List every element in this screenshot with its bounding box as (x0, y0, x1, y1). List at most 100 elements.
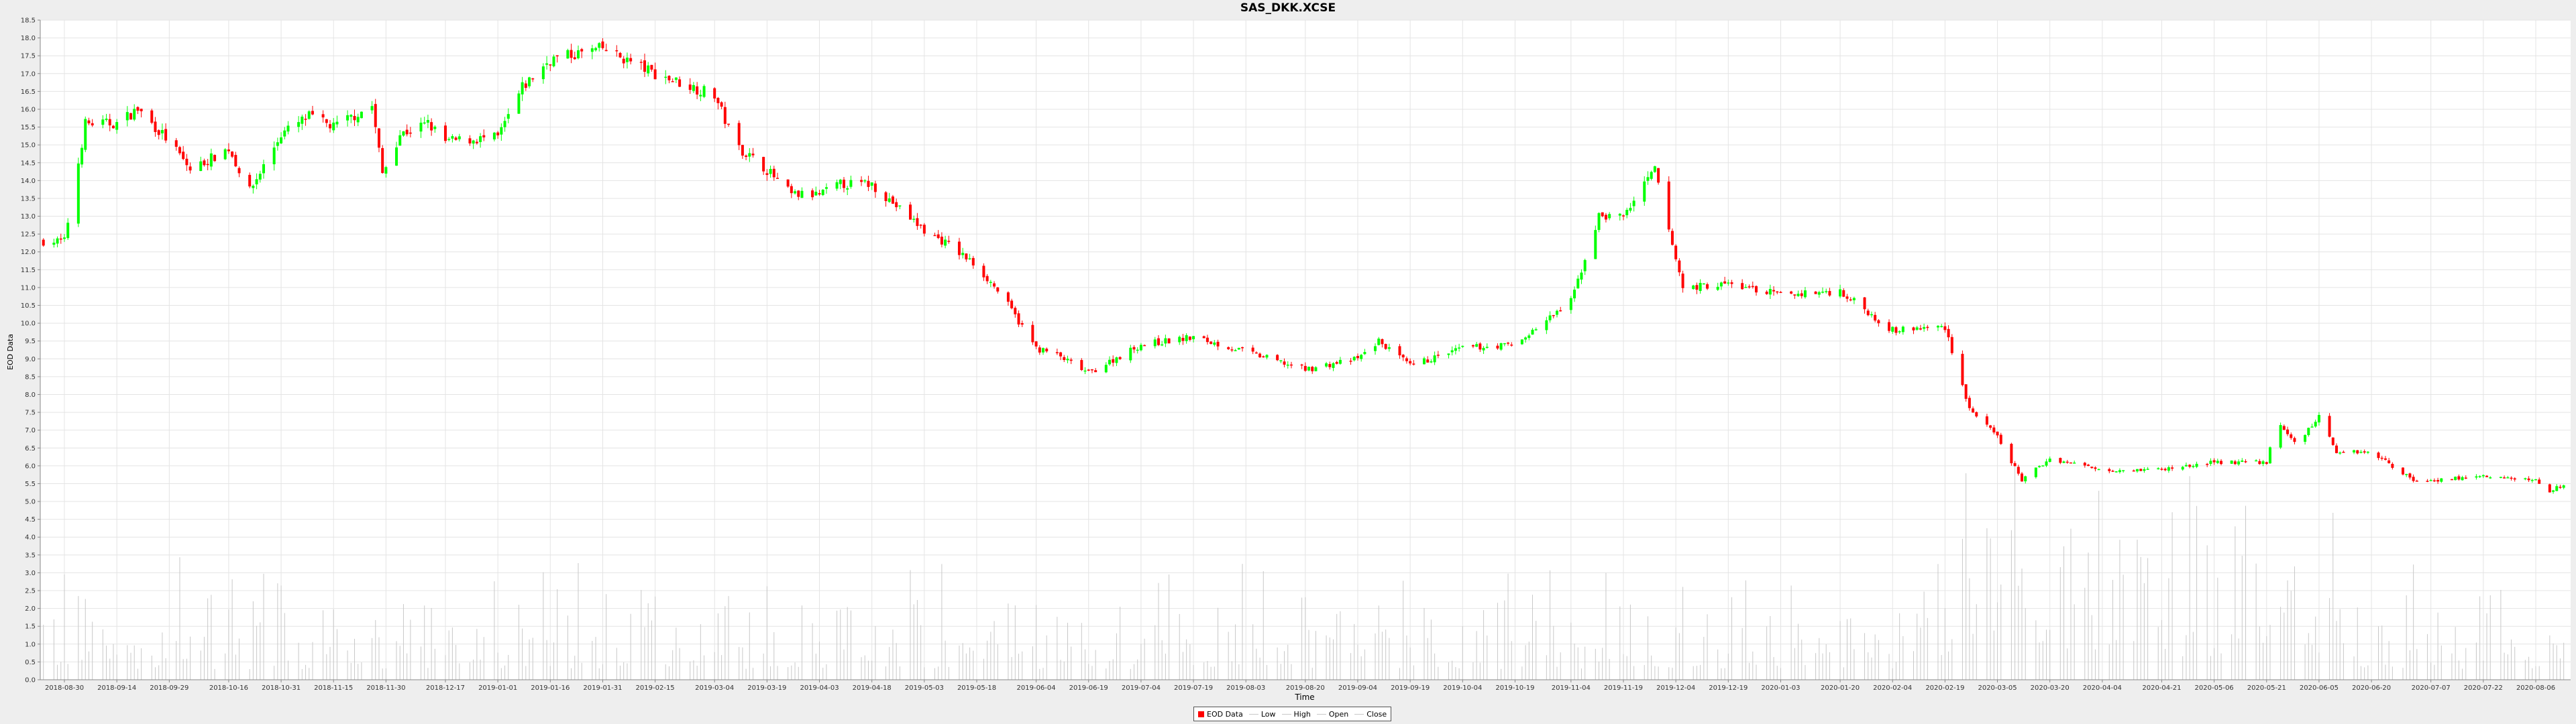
candle (252, 184, 255, 194)
candle (1230, 347, 1234, 353)
x-tick-label: 2020-03-05 (1978, 684, 2017, 692)
x-tick-label: 2020-05-06 (2195, 684, 2234, 692)
candle (1083, 367, 1087, 375)
candle (1377, 337, 1381, 346)
candle (1381, 338, 1384, 348)
candle-body (426, 120, 429, 123)
legend-swatch (1248, 713, 1258, 715)
candle-body (2380, 457, 2383, 459)
candle-body (2013, 463, 2017, 467)
candle-body (2342, 451, 2345, 453)
candle (1852, 296, 1856, 304)
candle (1181, 334, 1185, 345)
candle-body (549, 64, 552, 66)
candle (1510, 342, 1513, 347)
candle-body (2111, 471, 2114, 472)
candle-body (1083, 370, 1087, 372)
candle (164, 123, 168, 143)
candle-body (1702, 283, 1705, 285)
candle (1188, 336, 1191, 342)
candle (1888, 319, 1891, 333)
x-tick-label: 2018-09-29 (150, 684, 189, 692)
candle (1045, 347, 1049, 353)
legend-label: High (1293, 709, 1311, 719)
candle (996, 287, 1000, 294)
candle (1790, 290, 1793, 295)
candle-body (1727, 282, 1730, 284)
legend-swatch (1281, 713, 1291, 715)
candle (458, 133, 461, 142)
candle (1947, 325, 1950, 341)
x-tick-label: 2019-09-04 (1338, 684, 1377, 692)
candle-body (678, 79, 682, 87)
candle (1657, 168, 1660, 185)
candle-body (884, 192, 888, 201)
candle-body (727, 123, 731, 125)
candle-body (737, 123, 741, 145)
candle-body (1289, 364, 1293, 366)
candle-body (2241, 461, 2244, 462)
candle (2317, 412, 2320, 426)
candle (947, 235, 951, 244)
x-tick-label: 2018-11-30 (366, 684, 405, 692)
candle (2132, 469, 2135, 472)
candle (2485, 475, 2489, 477)
candle (1776, 291, 1779, 295)
candle (1503, 343, 1506, 347)
candle-body (1681, 274, 1684, 288)
candle-body (699, 95, 702, 97)
candle-body (2440, 478, 2443, 482)
candle-body (1877, 320, 1880, 324)
candle (356, 113, 360, 127)
candle (262, 160, 266, 179)
candle (2237, 459, 2241, 466)
candle-body (1251, 347, 1254, 352)
candle-body (2181, 467, 2184, 470)
candle-body (1919, 328, 1922, 330)
legend-item: High (1281, 709, 1311, 719)
candle-body (164, 129, 168, 141)
candle (1972, 406, 1975, 413)
candle-body (968, 258, 971, 259)
candle (2328, 413, 2331, 438)
y-tick-label: 16.5 (21, 88, 36, 96)
candle (189, 162, 192, 174)
candle (1499, 343, 1503, 351)
candle (2339, 451, 2342, 455)
candle-body (790, 186, 793, 194)
candle (2282, 424, 2286, 430)
candle-body (234, 155, 237, 167)
x-tick-label: 2020-02-04 (1873, 684, 1912, 692)
candle (982, 263, 985, 282)
candle (1055, 349, 1059, 355)
candle (311, 105, 314, 115)
candle-body (2279, 425, 2282, 448)
candle-body (2062, 461, 2065, 463)
candle-body (1181, 338, 1185, 341)
candle (2489, 476, 2492, 479)
candle (944, 235, 947, 249)
candle (863, 179, 867, 184)
candle-body (1374, 346, 1377, 351)
candle-body (2489, 477, 2492, 479)
candle-body (2405, 474, 2408, 475)
candle (286, 121, 290, 135)
x-tick-label: 2019-08-03 (1226, 684, 1265, 692)
candle (604, 44, 608, 52)
candle-body (1779, 292, 1782, 294)
candle (1706, 282, 1709, 290)
candle-body (2122, 470, 2125, 471)
candle (1279, 360, 1283, 363)
candle (2111, 469, 2114, 472)
candle (1559, 306, 1562, 312)
candle (80, 144, 84, 168)
candle-body (580, 49, 584, 52)
candle (1601, 212, 1604, 218)
candle (2380, 455, 2383, 461)
legend-item: Low (1248, 710, 1276, 719)
candle-body (503, 121, 506, 127)
candle (716, 97, 720, 110)
candle-body (133, 109, 136, 120)
x-tick-label: 2019-10-04 (1443, 684, 1482, 692)
candle (2450, 479, 2453, 481)
